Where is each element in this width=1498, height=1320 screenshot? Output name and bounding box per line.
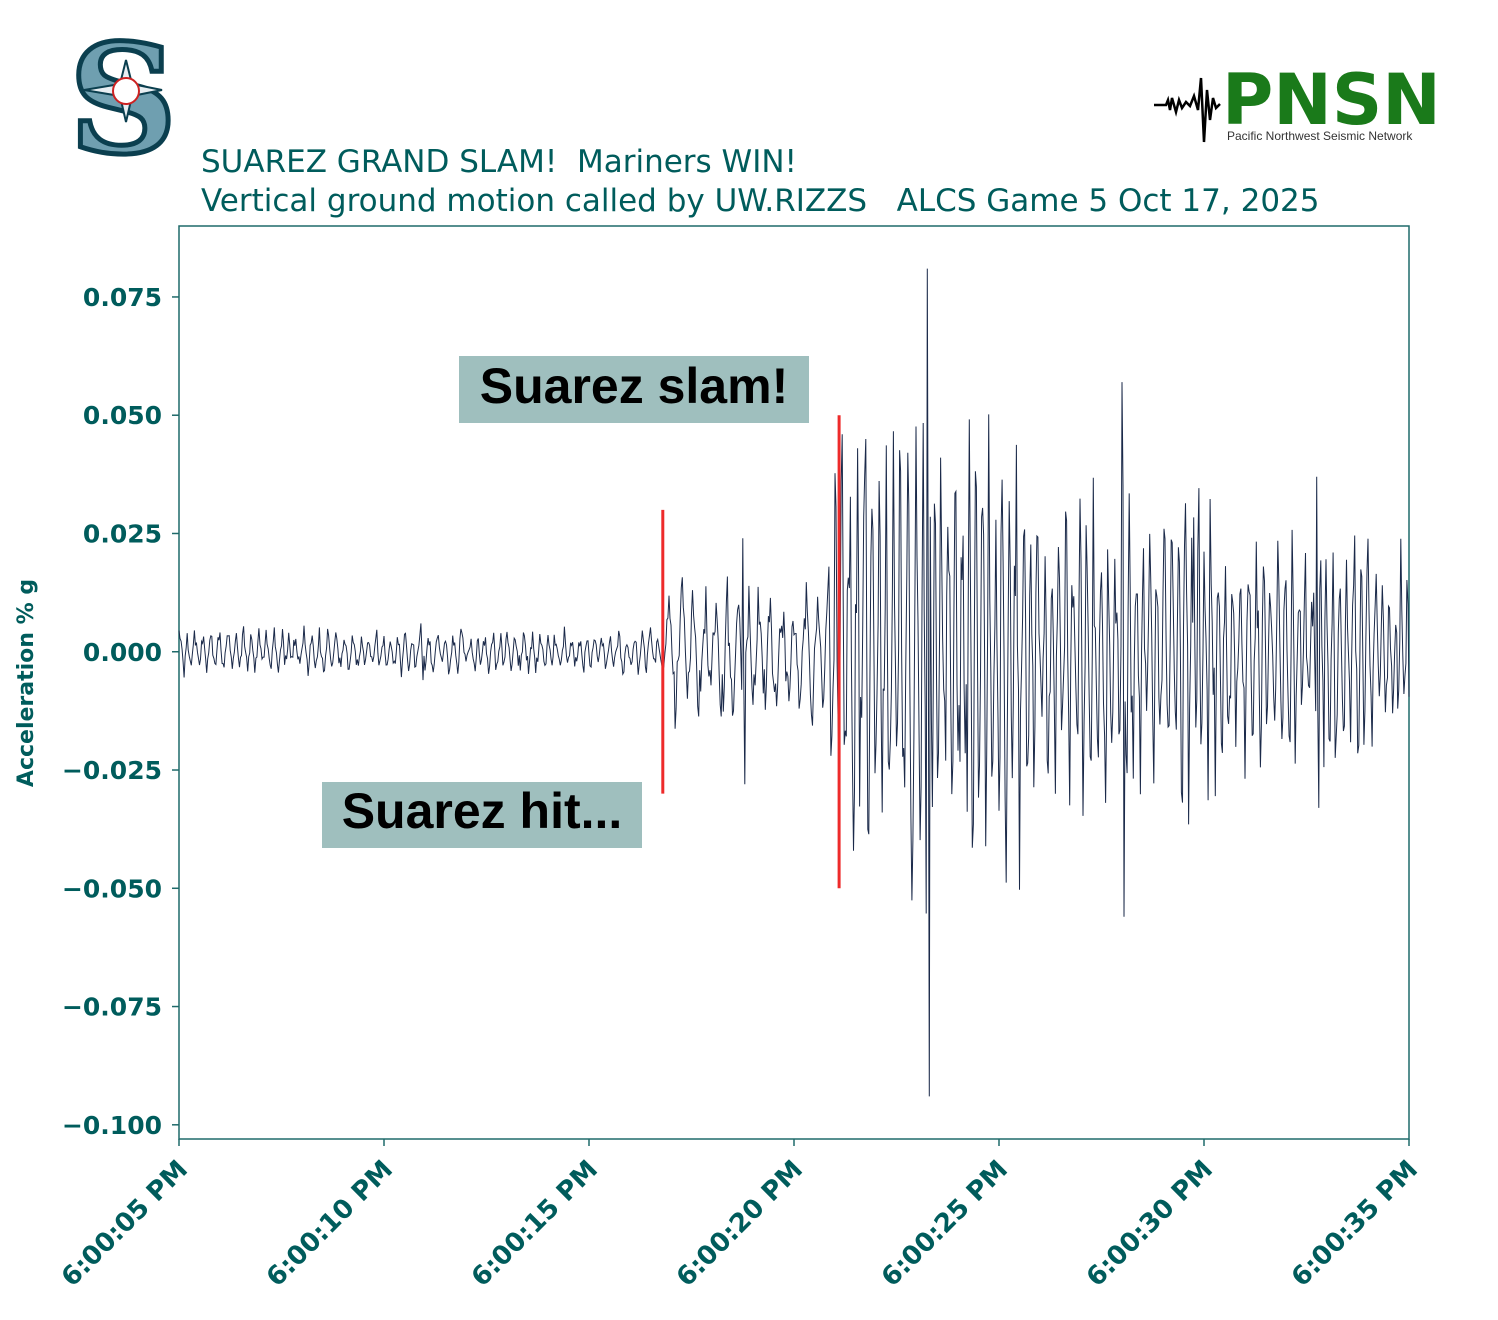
annotation-box bbox=[459, 356, 809, 423]
x-tick-label: 6:00:05 PM bbox=[56, 1155, 194, 1293]
annotation-box bbox=[322, 782, 642, 848]
y-tick-label: −0.050 bbox=[62, 874, 162, 903]
y-tick-label: −0.100 bbox=[62, 1111, 162, 1140]
y-tick-label: 0.025 bbox=[83, 519, 162, 548]
pnsn-logo: PNSN Pacific Northwest Seismic Network bbox=[1154, 59, 1441, 143]
y-axis: 0.075 0.050 0.025 0.000 −0.025 −0.050 −0.075 −0… bbox=[62, 283, 179, 1140]
x-tick-label: 6:00:20 PM bbox=[671, 1155, 809, 1293]
seismogram-trace bbox=[178, 268, 1410, 1097]
annotation-1: Suarez slam! bbox=[459, 356, 809, 423]
chart-subtitle: Vertical ground motion called by UW.RIZZ… bbox=[201, 183, 1320, 219]
y-tick-label: 0.000 bbox=[83, 638, 162, 667]
annotation-text: Suarez slam! bbox=[480, 358, 788, 414]
x-tick-label: 6:00:15 PM bbox=[466, 1155, 604, 1293]
y-tick-label: −0.025 bbox=[62, 756, 162, 785]
pnsn-logo-subtitle: Pacific Northwest Seismic Network bbox=[1227, 129, 1413, 143]
x-tick-label: 6:00:25 PM bbox=[876, 1155, 1014, 1293]
x-tick-label: 6:00:30 PM bbox=[1081, 1155, 1219, 1293]
marker-layer bbox=[661, 415, 841, 889]
pnsn-logo-text: PNSN bbox=[1222, 59, 1441, 141]
y-tick-label: −0.075 bbox=[62, 993, 162, 1022]
chart-title: SUAREZ GRAND SLAM! Mariners WIN! bbox=[201, 144, 797, 180]
x-axis: 6:00:05 PM 6:00:10 PM 6:00:15 PM 6:00:20 PM… bbox=[56, 1139, 1424, 1293]
y-tick-label: 0.075 bbox=[83, 283, 162, 312]
y-tick-label: 0.050 bbox=[83, 401, 162, 430]
annotation-layer: Suarez slam! Suarez hit... bbox=[322, 356, 809, 848]
annotation-text: Suarez hit... bbox=[342, 783, 623, 839]
trace-layer bbox=[178, 268, 1410, 1097]
y-axis-label: Acceleration % g bbox=[14, 579, 39, 787]
seismogram-icon bbox=[1154, 77, 1221, 143]
x-tick-label: 6:00:10 PM bbox=[261, 1155, 399, 1293]
x-tick-label: 6:00:35 PM bbox=[1286, 1155, 1424, 1293]
annotation-2: Suarez hit... bbox=[322, 782, 642, 848]
mariners-compass-s-logo: S bbox=[66, 10, 179, 191]
